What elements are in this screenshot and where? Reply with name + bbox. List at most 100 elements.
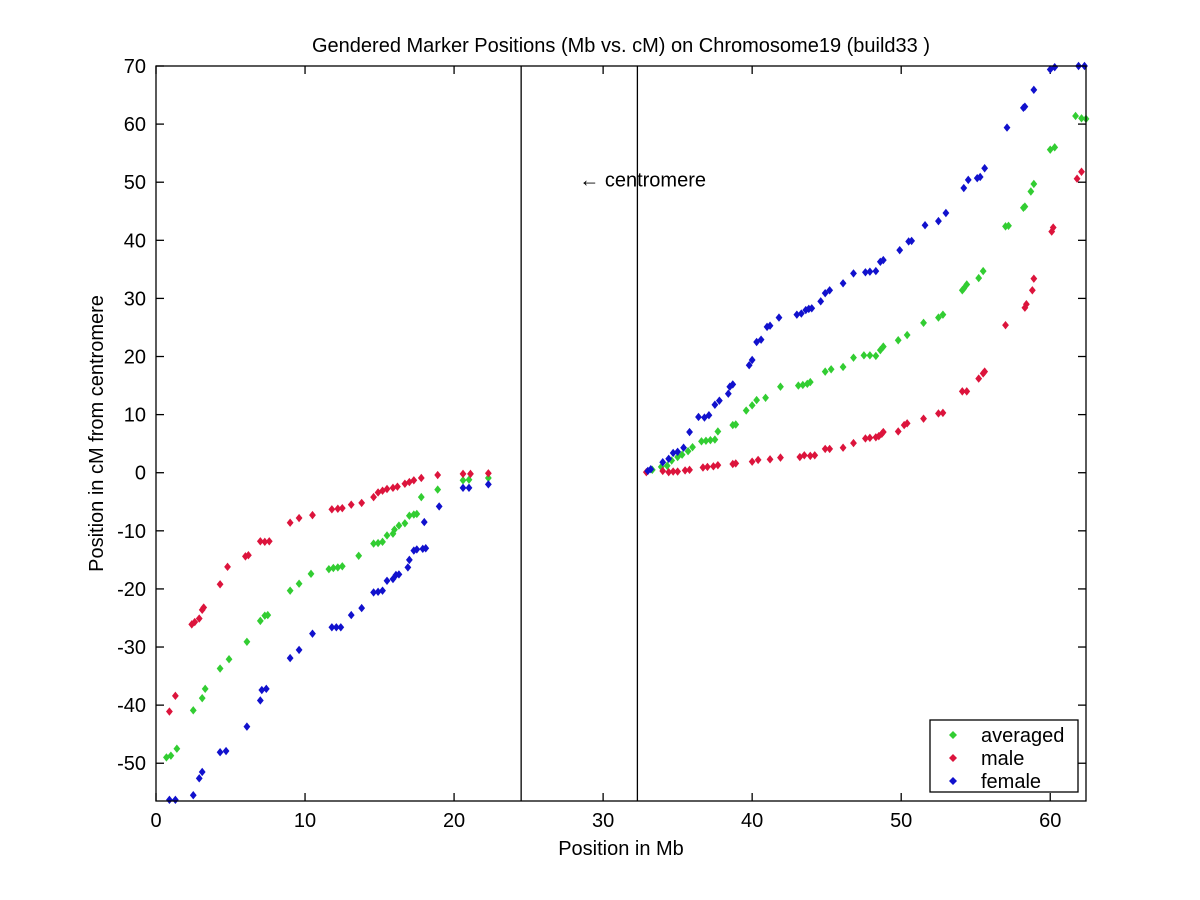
y-tick-label: 30	[124, 288, 146, 310]
data-point	[434, 470, 442, 480]
data-point	[663, 461, 671, 470]
data-point	[903, 419, 911, 428]
data-point	[465, 483, 473, 493]
data-point	[286, 586, 294, 595]
data-point	[850, 353, 857, 362]
data-point	[742, 406, 750, 415]
data-point	[1046, 65, 1054, 74]
data-point	[935, 216, 942, 226]
data-point	[413, 545, 421, 554]
data-point	[379, 537, 386, 547]
data-point	[659, 458, 667, 467]
data-point	[686, 427, 693, 437]
data-point	[665, 454, 673, 463]
data-point	[710, 462, 717, 471]
x-axis-label: Position in Mb	[558, 838, 684, 860]
data-point	[707, 435, 714, 445]
data-point	[757, 335, 765, 344]
data-point	[964, 175, 972, 185]
data-point	[329, 563, 337, 573]
data-point	[975, 273, 983, 283]
data-point	[347, 500, 355, 509]
centromere-lines	[520, 66, 639, 801]
data-point	[921, 221, 929, 230]
axis-ticks: 0 10 20 30 40 50 60 -50 -40 -30 -20 -10 0 10 20 30 40 50 6…	[117, 56, 1086, 832]
data-point	[420, 517, 428, 527]
data-point	[370, 588, 377, 597]
data-point	[171, 691, 179, 701]
y-tick-label: -50	[117, 753, 146, 775]
data-point	[850, 269, 857, 278]
y-tick-label: -20	[117, 579, 146, 601]
data-point	[401, 479, 409, 488]
data-point	[872, 266, 880, 276]
data-point	[766, 321, 774, 330]
data-point	[879, 427, 887, 437]
y-tick-label: 50	[124, 172, 146, 194]
data-point	[358, 603, 366, 613]
x-tick-label: 40	[741, 810, 763, 832]
data-point	[295, 579, 303, 588]
data-point	[484, 480, 492, 489]
data-point	[754, 455, 762, 465]
data-point	[659, 466, 667, 476]
data-point	[389, 483, 397, 493]
data-point	[191, 617, 199, 627]
data-point	[894, 336, 902, 345]
data-point	[711, 435, 719, 444]
data-point	[262, 684, 270, 694]
data-point	[435, 502, 443, 511]
data-point	[866, 433, 874, 443]
data-point	[256, 696, 264, 705]
data-point	[173, 744, 181, 753]
data-point	[794, 381, 802, 390]
data-point	[777, 382, 784, 391]
data-point	[1022, 300, 1030, 309]
data-point	[1030, 179, 1038, 189]
data-point	[467, 469, 474, 479]
data-point	[332, 623, 340, 632]
data-point	[256, 616, 264, 626]
data-point	[401, 519, 409, 528]
y-tick-label: -40	[117, 695, 146, 717]
data-point	[862, 268, 869, 277]
data-point	[714, 427, 722, 436]
data-point	[669, 467, 677, 476]
data-point	[826, 444, 834, 454]
data-point	[826, 286, 834, 295]
data-point	[465, 475, 473, 484]
data-point	[698, 437, 705, 446]
data-point	[459, 483, 467, 493]
data-point	[264, 610, 272, 620]
data-point	[920, 414, 927, 423]
data-point	[379, 586, 386, 595]
data-point	[894, 427, 902, 436]
data-point	[383, 484, 391, 494]
data-point	[958, 387, 966, 396]
data-point	[328, 505, 336, 514]
data-point	[258, 685, 266, 695]
data-point	[195, 614, 203, 623]
y-tick-label: 40	[124, 230, 146, 252]
data-point	[243, 722, 251, 731]
data-point	[394, 482, 401, 491]
data-point	[484, 469, 492, 478]
data-point	[1027, 187, 1035, 196]
data-point	[866, 267, 874, 276]
data-point	[960, 183, 968, 193]
data-point	[163, 753, 170, 762]
figure-title: Gendered Marker Positions (Mb vs. cM) on…	[312, 35, 930, 57]
data-point	[745, 361, 753, 370]
data-point	[395, 521, 403, 530]
centromere-annotation: ← centromere	[579, 169, 706, 191]
data-point	[325, 564, 333, 574]
data-point	[827, 365, 835, 374]
legend-marker-female	[949, 777, 957, 785]
data-point	[850, 438, 857, 448]
data-point	[1051, 143, 1059, 152]
data-point	[216, 664, 224, 673]
data-point	[839, 362, 847, 372]
data-point	[166, 795, 173, 805]
data-point	[920, 318, 927, 328]
